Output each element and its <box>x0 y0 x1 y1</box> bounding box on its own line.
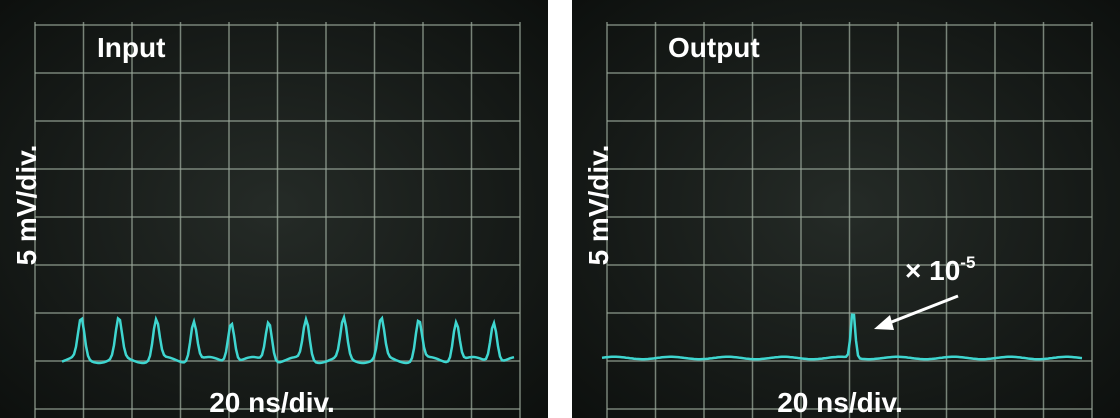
waveform <box>61 313 515 365</box>
annotation-base: × 10 <box>905 255 960 286</box>
output-panel: Output 5 mV/div. 20 ns/div. × 10-5 <box>572 0 1120 418</box>
annotation-exponent: -5 <box>960 253 975 272</box>
waveform <box>601 313 1083 361</box>
screen <box>572 0 1120 418</box>
arrow-shaft <box>883 294 959 327</box>
panel-title: Output <box>668 32 760 63</box>
arrow-head <box>874 315 894 330</box>
x-label: 20 ns/div. <box>209 387 335 418</box>
grid <box>606 22 1093 418</box>
y-label: 5 mV/div. <box>583 145 614 266</box>
annotation: × 10-5 <box>905 253 975 286</box>
x-label: 20 ns/div. <box>777 387 903 418</box>
panel-title: Input <box>97 32 165 63</box>
y-label: 5 mV/div. <box>11 145 42 266</box>
input-panel: Input 5 mV/div. 20 ns/div. <box>0 0 548 418</box>
